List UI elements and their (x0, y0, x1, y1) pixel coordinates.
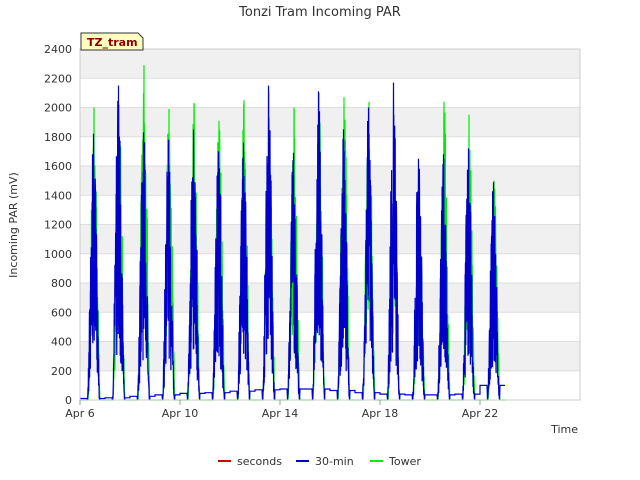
y-axis-label: Incoming PAR (mV) (7, 172, 20, 278)
legend: seconds 30-min Tower (218, 455, 421, 468)
x-tick-label: Apr 22 (462, 407, 499, 420)
legend-label: seconds (237, 455, 282, 468)
y-tick-label: 1200 (44, 219, 72, 232)
x-tick-label: Apr 6 (65, 407, 95, 420)
grid-band (80, 283, 580, 313)
legend-label: Tower (388, 455, 421, 468)
series-layer (80, 65, 506, 401)
grid-band (80, 224, 580, 254)
plot-background (80, 49, 580, 371)
y-tick-label: 1800 (44, 131, 72, 144)
x-tick-label: Apr 10 (162, 407, 199, 420)
y-tick-label: 1000 (44, 248, 72, 261)
x-tick-label: Apr 14 (262, 407, 299, 420)
y-tick-label: 600 (51, 306, 72, 319)
y-tick-label: 1600 (44, 160, 72, 173)
site-label: TZ_tram (87, 36, 138, 49)
y-tick-label: 200 (51, 365, 72, 378)
grid-band (80, 166, 580, 196)
y-axis: 0 200 400 600 800 1000 1200 1400 1600 1800 2000 220… (44, 43, 72, 407)
grid-band (80, 49, 580, 79)
legend-label: 30-min (315, 455, 354, 468)
plot-frame (79, 48, 581, 401)
y-tick-label: 2000 (44, 102, 72, 115)
grid-band (80, 107, 580, 137)
site-label-box: TZ_tram (80, 32, 144, 51)
y-tick-label: 1400 (44, 189, 72, 202)
x-axis: Apr 6 Apr 10 Apr 14 Apr 18 Apr 22 (65, 400, 498, 420)
y-tick-label: 2400 (44, 43, 72, 56)
y-tick-label: 2200 (44, 72, 72, 85)
grid-band (80, 341, 580, 371)
x-tick-label: Apr 18 (362, 407, 399, 420)
y-tick-label: 400 (51, 336, 72, 349)
y-tick-label: 800 (51, 277, 72, 290)
y-tick-label: 0 (65, 394, 72, 407)
chart-title: Tonzi Tram Incoming PAR (238, 5, 401, 20)
x-axis-label: Time (550, 423, 578, 436)
series-line-30-min (80, 82, 505, 401)
